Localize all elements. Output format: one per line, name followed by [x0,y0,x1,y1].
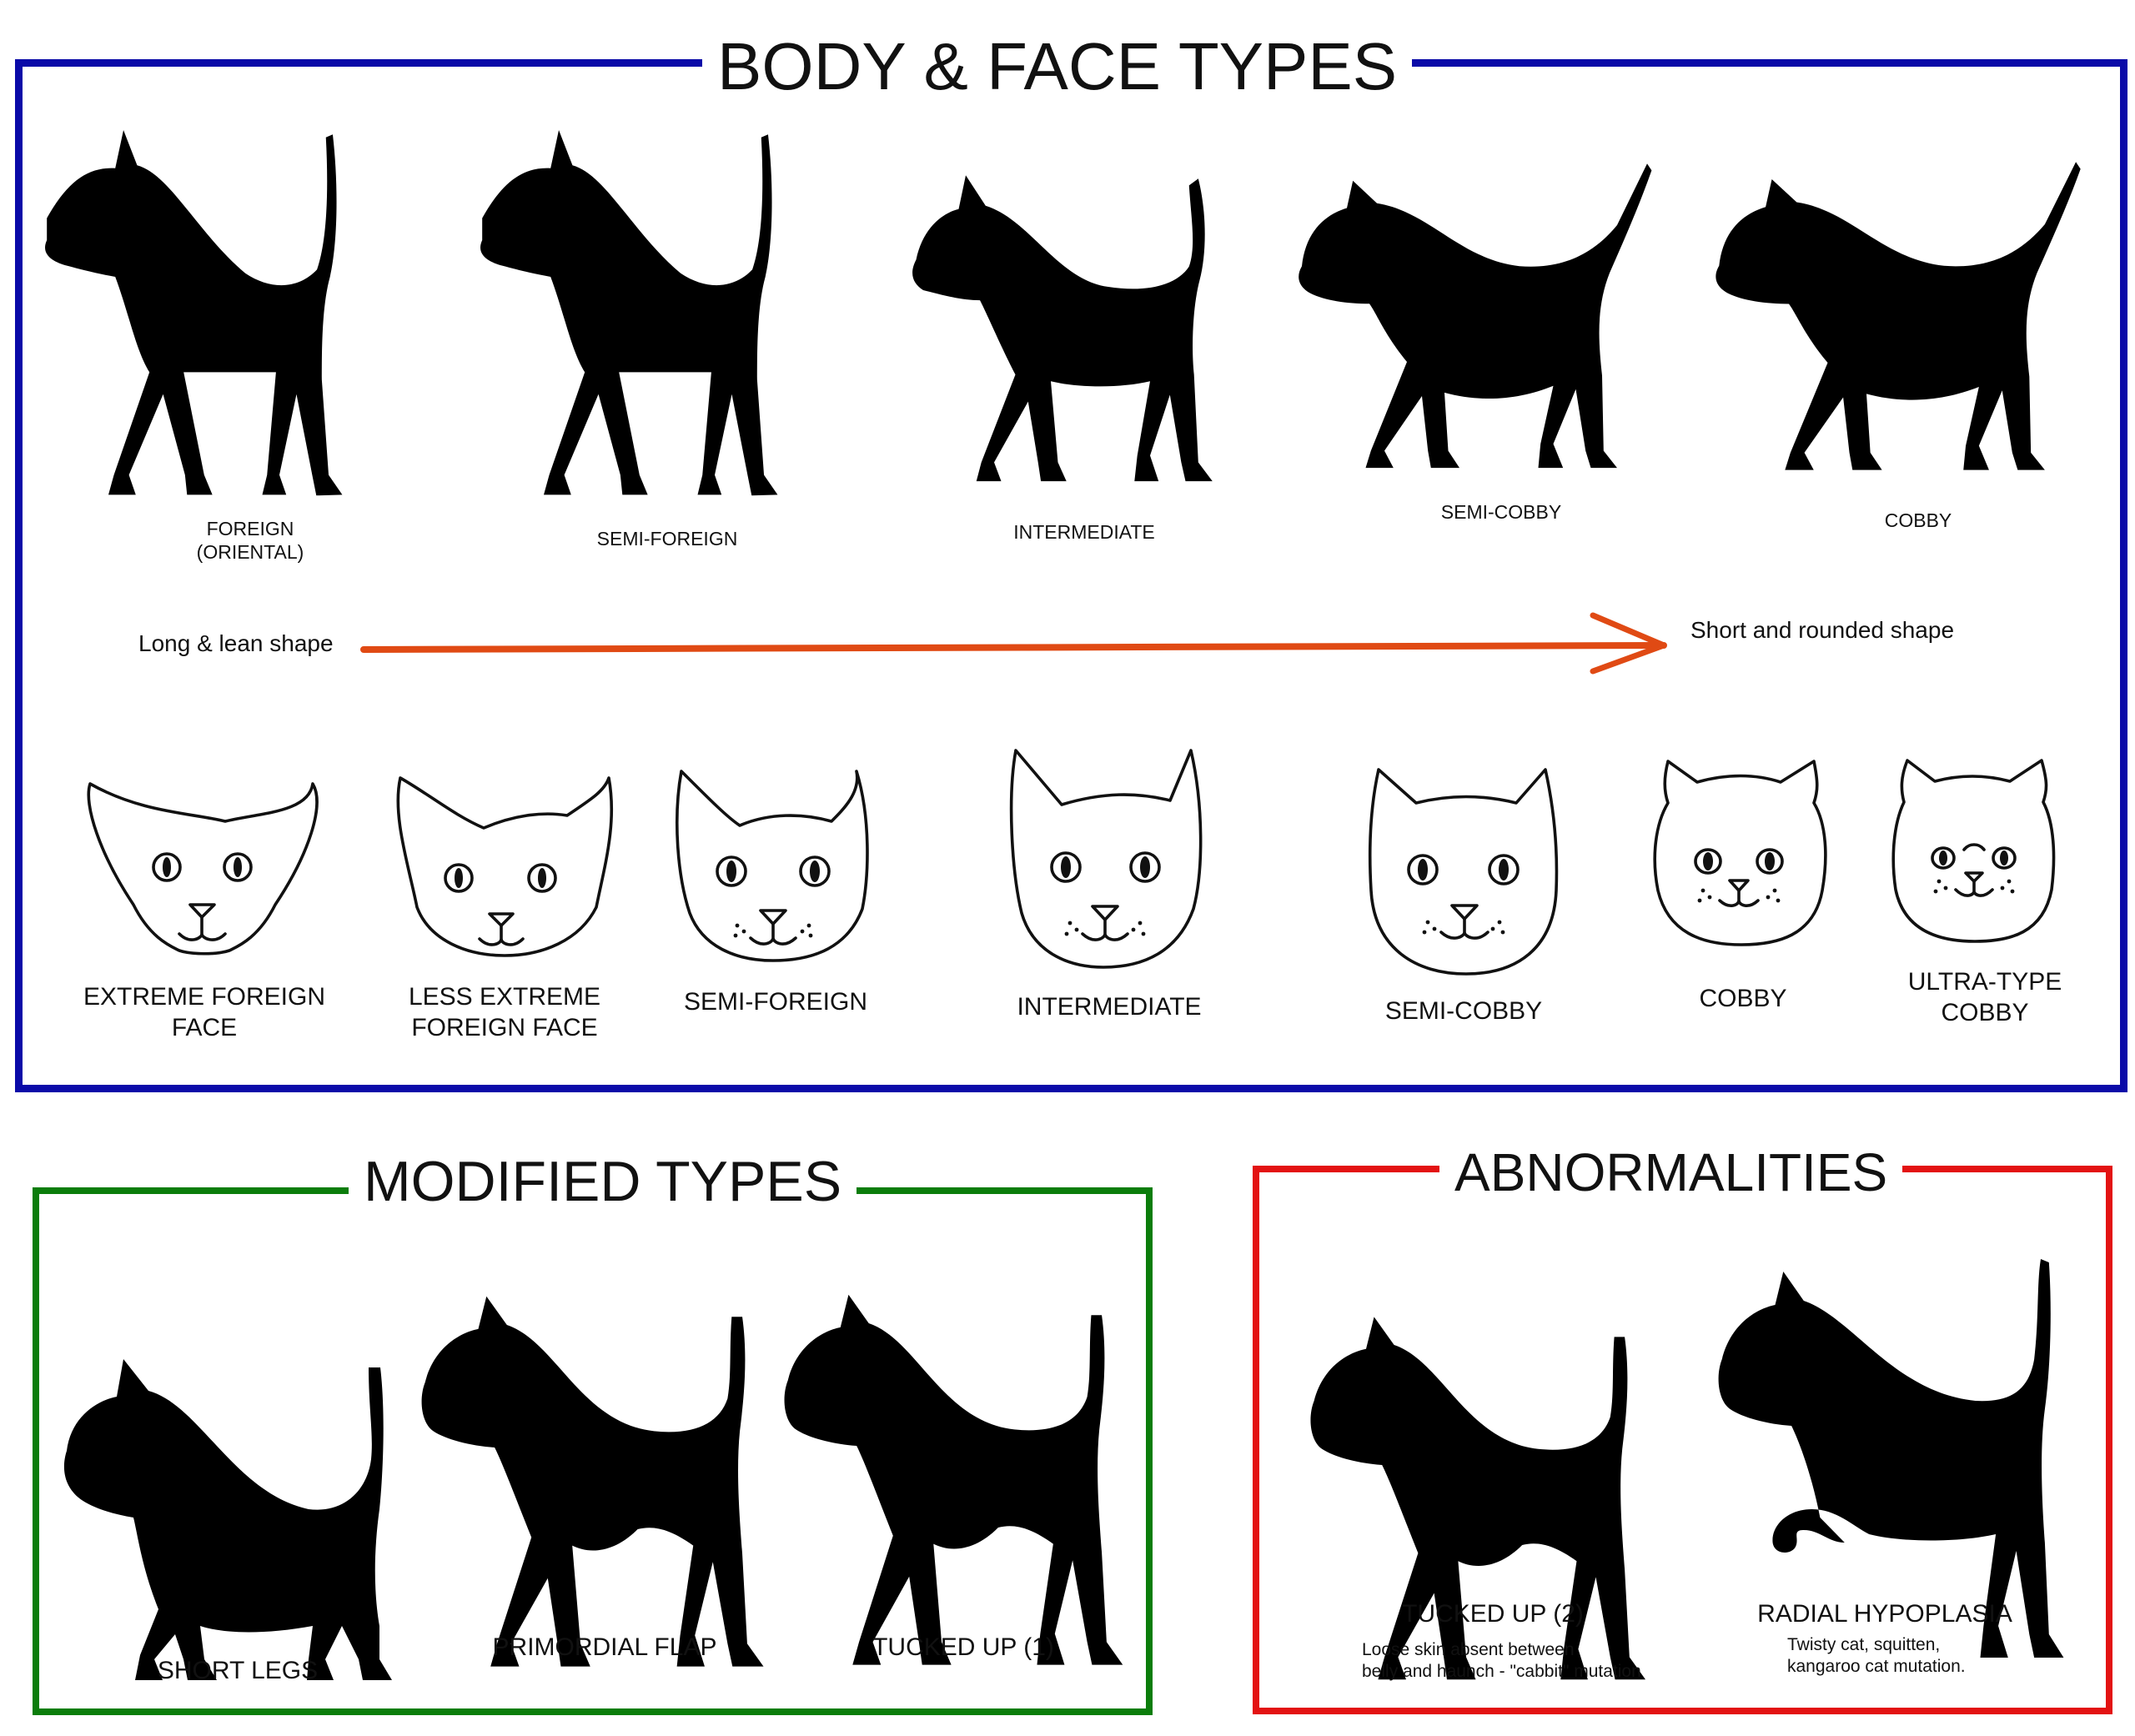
cat-intermediate [912,175,1213,482]
abnormality-label: TUCKED UP (2) [1402,1600,1584,1628]
face-type-label: ULTRA-TYPE COBBY [1907,968,2062,1026]
face-type-label: EXTREME FOREIGN FACE [83,983,326,1041]
body-type-label: FOREIGN (ORIENTAL) [196,518,304,564]
face-type-label: COBBY [1699,985,1787,1012]
cat-semi-cobby [1299,163,1652,469]
modified-type-label: TUCKED UP (1) [872,1633,1054,1661]
face-extreme-foreign [87,782,319,956]
cat-primordial-flap [421,1296,764,1667]
face-semi-foreign [675,770,869,962]
abnormality-note: Twisty cat, squitten, kangaroo cat mutat… [1787,1635,1966,1677]
face-cobby [1653,760,1827,946]
abnormality-note: Loose skin absent between belly and haun… [1362,1640,1641,1682]
short-rounded-label: Short and rounded shape [1690,617,1955,643]
face-ultra-type-cobby [1891,759,2056,943]
face-semi-cobby [1368,768,1559,976]
body-face-types-title: BODY & FACE TYPES [702,33,1413,100]
face-type-label: SEMI-COBBY [1384,997,1543,1025]
face-type-label: INTERMEDIATE [1017,993,1202,1021]
face-type-label: SEMI-FOREIGN [683,988,867,1016]
face-type-label: LESS EXTREME FOREIGN FACE [408,983,601,1041]
long-lean-label: Long & lean shape [138,630,334,656]
cat-short-legs [63,1359,392,1680]
body-type-label: SEMI-FOREIGN [596,528,738,549]
body-type-label: INTERMEDIATE [1013,521,1155,543]
modified-type-label: SHORT LEGS [157,1657,319,1684]
cat-radial-hypoplasia [1718,1259,2064,1658]
abnormalities-title: ABNORMALITIES [1439,1146,1903,1199]
cat-tucked-up-1 [784,1294,1123,1665]
modified-types-title: MODIFIED TYPES [349,1153,857,1210]
abnormality-label: RADIAL HYPOPLASIA [1757,1600,2012,1628]
face-intermediate [1009,749,1203,969]
cat-foreign-oriental [45,130,343,496]
face-less-extreme-foreign [396,776,614,957]
cat-cobby [1716,162,2081,470]
shape-arrow [360,612,1667,675]
cat-semi-foreign [480,130,778,496]
body-type-label: SEMI-COBBY [1440,501,1562,523]
modified-type-label: PRIMORDIAL FLAP [492,1633,717,1661]
body-type-label: COBBY [1884,509,1952,531]
